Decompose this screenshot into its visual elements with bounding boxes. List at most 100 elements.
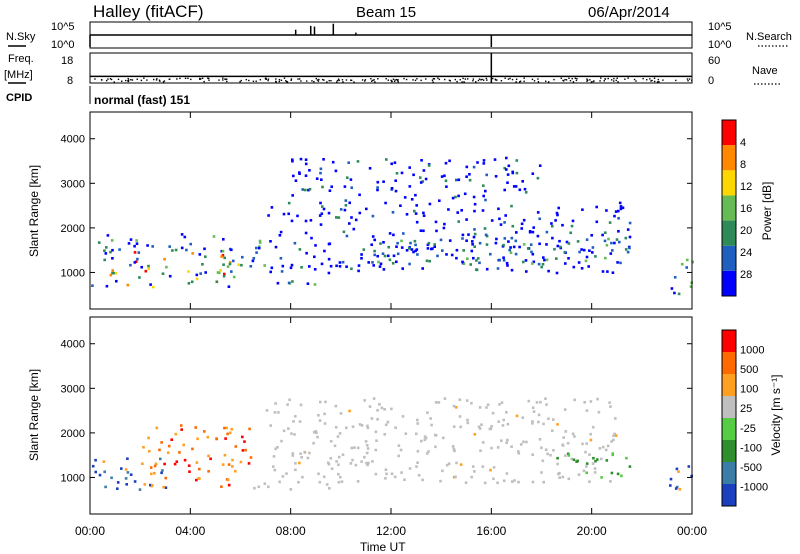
range-cell	[455, 256, 458, 260]
range-cell	[379, 262, 383, 266]
nave-point	[285, 80, 288, 83]
nave-point	[136, 78, 138, 80]
range-cell	[399, 204, 402, 207]
range-cell	[327, 257, 331, 261]
range-cell	[589, 400, 593, 403]
range-cell	[267, 214, 270, 217]
nave-point	[224, 78, 226, 80]
range-cell	[465, 399, 469, 402]
range-cell	[287, 212, 290, 216]
range-cell	[557, 206, 560, 210]
range-cell	[387, 245, 390, 249]
range-cell	[443, 222, 446, 226]
range-cell	[308, 265, 311, 268]
nave-point	[466, 78, 469, 80]
range-cell	[382, 241, 385, 244]
range-cell	[358, 423, 362, 426]
range-cell	[445, 185, 448, 188]
range-cell	[164, 476, 168, 480]
range-cell	[287, 281, 291, 285]
range-cell	[270, 206, 274, 209]
range-cell	[613, 432, 616, 436]
range-cell	[149, 483, 152, 487]
range-cell	[129, 263, 132, 267]
range-cell	[340, 480, 344, 483]
nave-point	[633, 78, 636, 81]
range-cell	[373, 238, 376, 242]
range-cell	[585, 255, 589, 259]
range-cell	[542, 480, 545, 484]
range-cell	[617, 209, 620, 213]
nave-point	[127, 80, 129, 82]
range-cell	[689, 285, 693, 288]
range-cell	[203, 247, 206, 251]
range-cell	[294, 179, 298, 182]
range-cell	[614, 417, 617, 420]
range-cell	[203, 430, 206, 433]
nave-point	[650, 80, 652, 82]
range-cell	[413, 209, 416, 213]
range-cell	[272, 465, 275, 468]
range-cell	[600, 476, 603, 479]
range-cell	[327, 211, 331, 215]
velocity-panel: 1000 2000 3000 4000 Slant Range [km] 1000 50…	[27, 316, 783, 515]
range-cell	[146, 244, 149, 247]
range-cell	[167, 444, 171, 448]
range-cell	[572, 458, 576, 462]
range-cell	[608, 221, 612, 224]
nave-point	[162, 81, 165, 83]
range-cell	[421, 267, 424, 270]
range-cell	[567, 477, 571, 481]
range-cell	[434, 434, 438, 437]
noise-panel: N.Sky 10^5 10^0 10^5 10^0 N.Search	[6, 21, 792, 51]
range-cell	[149, 466, 153, 469]
nave-point	[350, 79, 352, 81]
range-cell	[109, 273, 113, 277]
range-cell	[301, 475, 304, 479]
range-cell	[304, 219, 308, 223]
range-cell	[304, 188, 307, 192]
range-cell	[291, 158, 294, 161]
range-cell	[392, 233, 395, 237]
range-cell	[555, 211, 559, 215]
range-cell	[136, 257, 139, 261]
nave-point	[179, 77, 181, 80]
range-cell	[529, 243, 533, 246]
range-cell	[618, 240, 621, 244]
range-cell	[357, 264, 361, 267]
range-cell	[502, 259, 506, 262]
range-cell	[348, 201, 351, 205]
range-cell	[298, 461, 301, 465]
range-cell	[405, 249, 409, 252]
range-cell	[604, 448, 608, 452]
nave-point	[576, 77, 578, 80]
range-cell	[531, 480, 535, 484]
range-cell	[541, 263, 545, 266]
range-cell	[137, 251, 141, 254]
range-cell	[569, 231, 572, 235]
range-cell	[303, 451, 307, 454]
range-cell	[365, 451, 369, 455]
range-cell	[675, 467, 679, 471]
nave-point	[306, 80, 308, 82]
colorbar-tick-label: -500	[740, 462, 762, 474]
range-cell	[448, 239, 452, 242]
range-cell	[517, 452, 521, 455]
range-cell	[348, 222, 351, 225]
range-cell	[141, 462, 144, 465]
station-title: Halley (fitACF)	[93, 2, 204, 21]
range-cell	[304, 174, 308, 177]
range-cell	[619, 205, 623, 208]
range-cell	[232, 259, 235, 263]
range-cell	[289, 266, 293, 270]
range-cell	[497, 420, 500, 423]
nave-point	[575, 79, 578, 82]
range-cell	[215, 280, 219, 284]
range-cell	[498, 403, 501, 406]
nave-point	[110, 78, 113, 81]
range-cell	[475, 268, 479, 272]
range-cell	[517, 480, 520, 484]
range-cell	[597, 410, 601, 414]
range-cell	[443, 397, 447, 400]
range-cell	[585, 471, 588, 475]
